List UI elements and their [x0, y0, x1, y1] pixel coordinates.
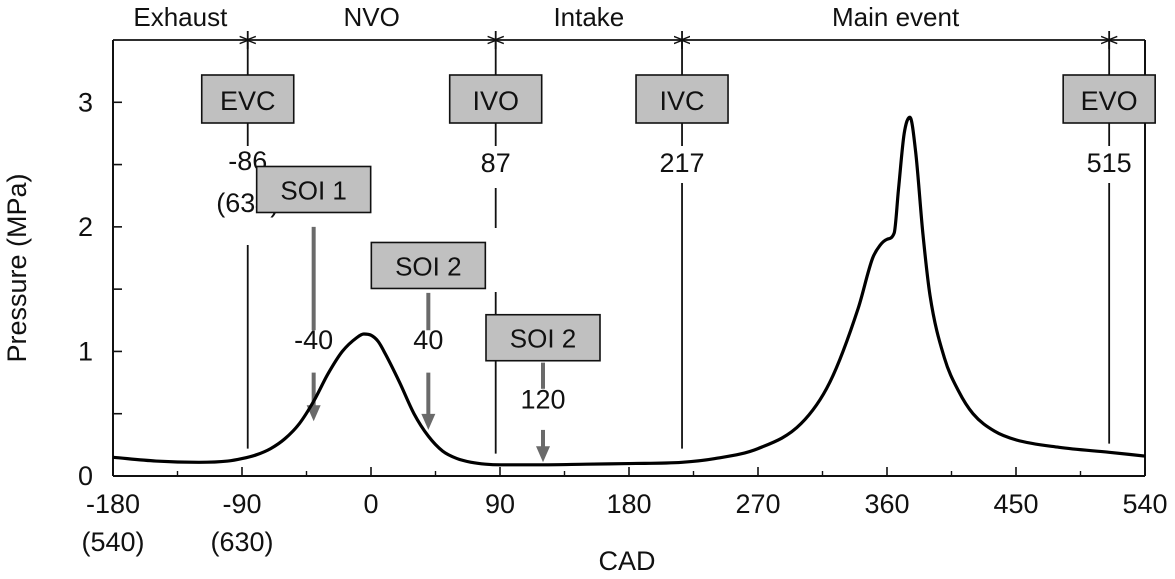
soi-label: SOI 2	[510, 324, 576, 354]
soi-arrow-head	[536, 446, 550, 463]
soi-value: 120	[520, 385, 565, 415]
x-tick-label: 450	[993, 489, 1038, 519]
injection-markers: SOI 1 -40 SOI 2 40 SOI 2 120	[255, 165, 601, 463]
soi-label: SOI 2	[395, 251, 461, 281]
x-tick-label: 180	[606, 489, 651, 519]
y-tick-label: 0	[78, 461, 93, 491]
phase-label: Intake	[553, 2, 624, 32]
x-tick-sublabel: (540)	[81, 527, 144, 557]
x-tick-label: -180	[86, 489, 140, 519]
soi-value: -40	[294, 325, 333, 355]
soi-box	[370, 241, 487, 290]
soi-label: SOI 1	[280, 175, 346, 205]
phase-label: Main event	[832, 2, 960, 32]
phase-label: NVO	[344, 2, 400, 32]
x-tick-label: 90	[485, 489, 515, 519]
event-box	[200, 74, 295, 124]
event-label: IVO	[472, 86, 519, 116]
y-tick-label: 1	[78, 336, 93, 366]
x-tick-label: 540	[1122, 489, 1167, 519]
x-tick-sublabel: (630)	[210, 527, 273, 557]
phase-label: Exhaust	[133, 2, 228, 32]
x-tick-label: 270	[735, 489, 780, 519]
event-value: 515	[1087, 148, 1132, 178]
event-label: IVC	[660, 86, 705, 116]
soi-box	[255, 165, 372, 214]
pressure-series	[112, 115, 1146, 467]
event-value: 87	[481, 148, 511, 178]
y-tick-label: 2	[78, 212, 93, 242]
event-box	[635, 74, 729, 124]
event-label: EVC	[220, 86, 276, 116]
y-axis-title: Pressure (MPa)	[2, 173, 32, 362]
x-axis-title: CAD	[598, 546, 655, 576]
pressure-curve	[112, 115, 1146, 467]
event-value: 217	[660, 148, 705, 178]
y-tick-label: 3	[78, 87, 93, 117]
phase-bar: Exhaust NVO Intake Main event	[113, 2, 1145, 49]
event-label: EVO	[1081, 86, 1138, 116]
x-tick-label: -90	[222, 489, 261, 519]
x-tick-label: 0	[363, 489, 378, 519]
soi-arrow-head	[421, 413, 436, 430]
event-box	[448, 74, 543, 124]
x-tick-label: 360	[864, 489, 909, 519]
soi-box	[485, 313, 601, 362]
soi-value: 40	[413, 325, 443, 355]
